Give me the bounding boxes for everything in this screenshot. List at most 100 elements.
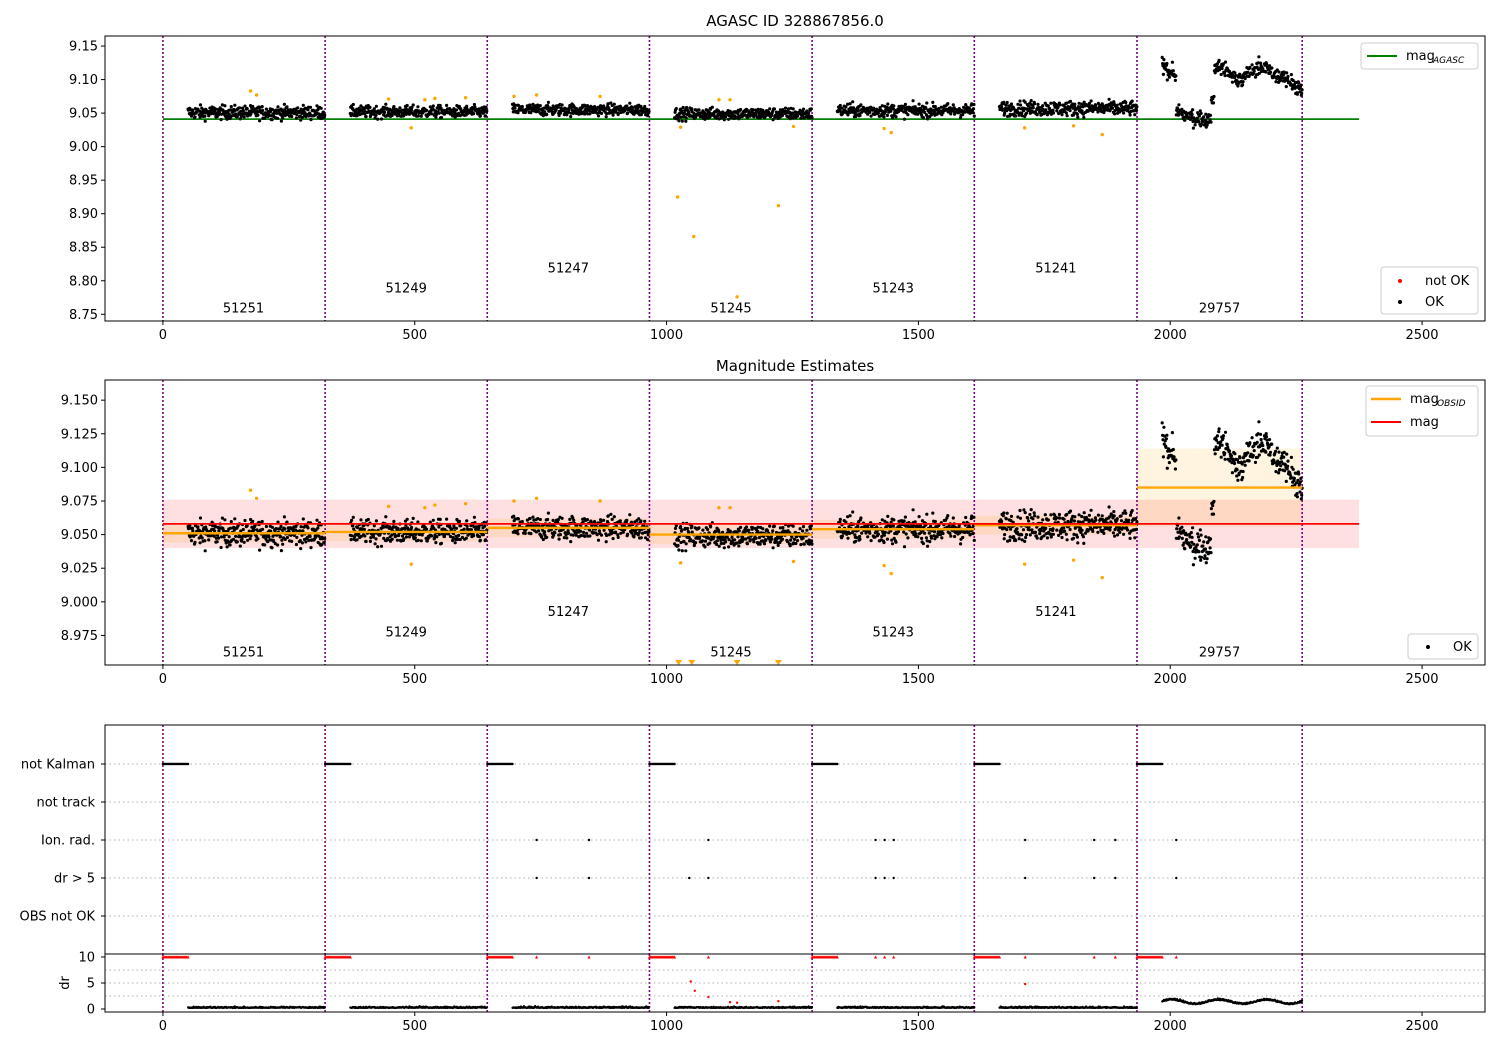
ok-point [560,516,564,520]
ok-point [610,517,614,522]
ok-point [1238,456,1242,460]
ok-point [1202,115,1206,119]
ok-point [1023,539,1027,544]
ok-point [349,538,353,542]
ok-point [1027,519,1031,523]
ok-point [229,105,233,109]
ok-point [625,518,629,522]
ok-point [1284,85,1288,89]
ok-point [1026,516,1030,520]
ok-point [951,103,955,107]
ok-point [1014,114,1018,118]
ok-point [279,119,283,123]
ok-point [609,101,613,105]
legend-label: OK [1425,295,1444,310]
ok-point [1264,450,1268,454]
ok-point [520,520,524,524]
ok-point [1199,555,1204,559]
ok-point [1299,497,1303,501]
ok-point [951,516,955,520]
ok-point [684,116,688,120]
obsid-label: 29757 [1199,646,1240,661]
ok-point [1171,69,1175,73]
ok-point [270,525,274,529]
ok-point [568,517,572,522]
obsid-label: 51249 [386,281,427,296]
ok-point [439,115,444,120]
ok-point [546,104,550,108]
ok-point [1257,55,1261,59]
ok-point [771,546,775,550]
flagged-point [598,94,602,99]
ok-point [1082,511,1086,515]
ok-point [306,108,310,112]
ok-point [235,540,239,544]
ok-point [1299,476,1303,480]
ok-point [227,535,231,539]
ok-point [639,104,643,108]
ok-point [889,109,893,113]
ok-point [416,538,420,542]
ok-point [1270,66,1274,70]
ok-point [1130,99,1134,103]
ok-point [708,541,712,545]
ok-point [928,540,932,544]
flagged-point [248,89,253,93]
ok-point [1300,91,1304,95]
ok-point [451,536,455,540]
ok-point [217,110,221,114]
ok-point [189,114,194,118]
dr-gt-5-flag [1114,876,1117,880]
ok-point [1028,512,1032,517]
ok-point [371,535,375,539]
flag-row-label: not Kalman [21,758,95,773]
ok-point [856,524,860,529]
ok-point [392,105,396,109]
ok-point [203,539,207,543]
ok-point [512,514,516,518]
ok-point [605,112,609,116]
ok-point [207,538,211,542]
ok-point [628,513,632,517]
ok-point [1299,83,1303,87]
ok-point [838,517,842,522]
ok-point [890,116,895,120]
ok-point [434,541,438,545]
ok-point [953,534,957,539]
ok-point [405,103,409,108]
obsid-label: 29757 [1199,302,1240,317]
ok-point [1113,112,1117,116]
ok-point [1107,97,1111,101]
ok-point [690,524,694,528]
ok-point [1035,536,1039,540]
ok-point [453,541,457,545]
panel2-ytick-label: 9.075 [61,494,98,509]
ok-point [602,518,606,522]
ok-point [1113,534,1117,538]
ok-point [301,517,305,521]
ok-point [241,109,245,113]
ok-point [282,515,286,519]
ok-point [858,537,862,541]
ok-point [402,113,406,117]
ok-point [772,107,777,111]
ok-point [1268,70,1273,74]
ok-point [595,111,599,115]
ok-point [906,536,910,540]
ok-point [924,536,929,540]
ok-point [1001,514,1005,518]
ok-point [626,532,630,536]
ok-point [1039,529,1043,533]
ok-point [1289,455,1293,459]
ok-point [1277,70,1281,74]
ok-point [350,518,354,523]
ok-point [1023,100,1027,104]
ok-point [1051,111,1055,115]
ok-point [398,106,402,110]
ok-point [1032,511,1036,515]
ok-point [448,112,453,116]
ok-point [801,107,806,111]
obsid-label: 51245 [710,302,751,317]
ok-point [762,542,767,546]
